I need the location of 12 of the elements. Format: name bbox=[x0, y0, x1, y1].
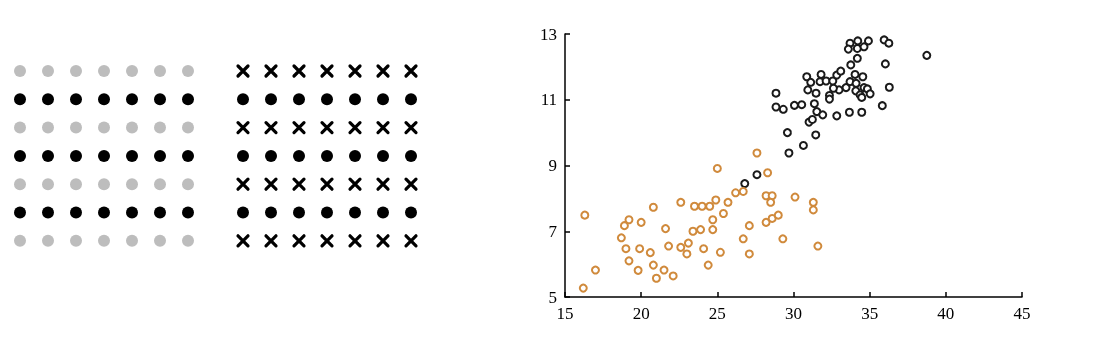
x-tick-label: 30 bbox=[785, 304, 802, 323]
x-tick-label: 45 bbox=[1013, 304, 1031, 323]
x-tick-label: 15 bbox=[556, 304, 574, 323]
y-tick-label: 9 bbox=[548, 156, 557, 175]
y-tick-label: 13 bbox=[540, 24, 557, 44]
y-tick-label: 11 bbox=[540, 90, 557, 110]
x-tick-label: 35 bbox=[861, 304, 879, 323]
x-tick-label: 20 bbox=[632, 304, 650, 323]
x-tick-label: 25 bbox=[708, 304, 726, 323]
y-tick-label: 7 bbox=[548, 221, 558, 241]
y-tick-label: 5 bbox=[548, 287, 557, 307]
x-tick-label: 40 bbox=[937, 304, 955, 323]
